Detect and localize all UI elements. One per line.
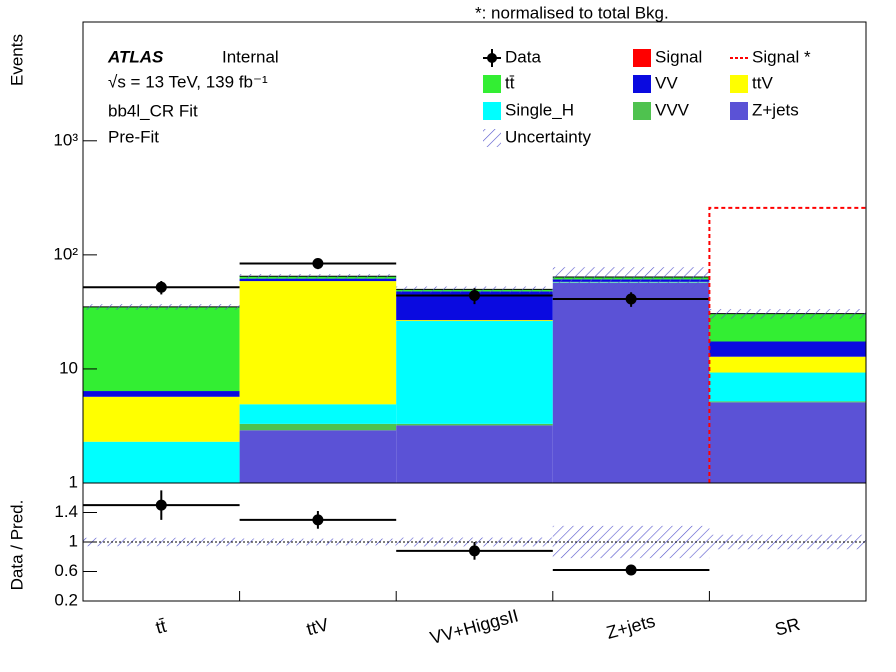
stack-segment — [83, 441, 240, 483]
legend-label: Z+jets — [752, 100, 799, 119]
legend-label: Uncertainty — [505, 127, 591, 146]
stack-segment — [239, 423, 397, 431]
y-tick-label: 1 — [69, 472, 78, 491]
ratio-y-tick-label: 1.4 — [54, 502, 78, 521]
stack-segment — [709, 401, 866, 403]
legend-swatch — [633, 75, 651, 93]
stack-segment — [396, 321, 553, 424]
ratio-y-tick-label: 0.6 — [54, 561, 78, 580]
x-tick-label: SR — [773, 614, 802, 640]
data-point — [625, 293, 637, 305]
ratio-frame — [82, 482, 867, 602]
stack-segment — [239, 430, 397, 483]
signal-scaled — [708, 206, 866, 483]
uncertainty-band — [83, 304, 240, 310]
x-tick-label: tt̄ — [154, 616, 169, 638]
ratio-point — [625, 564, 637, 576]
legend-swatch — [633, 49, 651, 67]
ratio-axis-label: Data / Pred. — [7, 500, 26, 591]
stack-segment — [83, 396, 240, 442]
legend-label: Single_H — [505, 100, 574, 119]
y-tick-label: 10 — [59, 358, 78, 377]
legend-label: Signal * — [752, 47, 811, 66]
ratio-uncertainty — [83, 537, 240, 547]
legend-swatch — [730, 75, 748, 93]
stack-segment — [396, 320, 553, 322]
ratio-y-tick-label: 0.2 — [54, 590, 78, 609]
stack-segment — [83, 306, 240, 392]
ratio-point — [155, 499, 167, 511]
stack-segment — [709, 341, 866, 357]
note: *: normalised to total Bkg. — [475, 3, 669, 22]
ratio-y-tick-label: 1 — [69, 531, 78, 550]
ratio-uncertainty — [239, 538, 397, 546]
legend-swatch — [483, 75, 501, 93]
fit-label: bb4l_CR Fit — [108, 101, 198, 120]
stack-segment — [396, 423, 553, 426]
y-tick-label: 10² — [53, 244, 78, 263]
legend-label: ttV — [752, 73, 773, 92]
legend-label: Data — [505, 47, 541, 66]
status: Internal — [222, 47, 279, 66]
legend-swatch — [483, 102, 501, 120]
stack-segment — [709, 402, 866, 483]
y-tick-label: 10³ — [53, 130, 78, 149]
uncertainty-band — [552, 267, 710, 290]
y-axis-label: Events — [7, 34, 26, 86]
stack-segment — [239, 281, 397, 405]
uncertainty-band — [239, 274, 397, 279]
data-point — [469, 290, 480, 302]
stack-segment — [396, 425, 553, 483]
legend-label: VV — [655, 73, 678, 92]
ratio-point — [469, 545, 480, 557]
data-point — [312, 257, 324, 269]
stack-segment — [709, 356, 866, 373]
experiment: ATLAS — [107, 47, 164, 66]
energy: √s = 13 TeV, 139 fb⁻¹ — [108, 72, 268, 91]
legend-swatch — [483, 129, 501, 147]
legend-label: tt̄ — [505, 73, 515, 92]
legend-label: Signal — [655, 47, 702, 66]
stage-label: Pre-Fit — [108, 127, 159, 146]
legend-swatch — [730, 102, 748, 120]
x-tick-label: ttV — [304, 614, 330, 639]
uncertainty-band — [709, 309, 866, 319]
x-tick-label: Z+jets — [604, 611, 657, 643]
stack-segment — [552, 282, 710, 483]
data-point — [155, 281, 167, 293]
stack-segment — [709, 372, 866, 402]
ratio-point — [312, 514, 324, 526]
stack-segment — [239, 278, 397, 282]
legend-swatch — [633, 102, 651, 120]
legend-swatch — [487, 53, 497, 63]
x-tick-label: VV+HiggsII — [428, 605, 521, 648]
legend-label: VVV — [655, 100, 690, 119]
stack-segment — [239, 404, 397, 424]
stack-segment — [83, 391, 240, 397]
